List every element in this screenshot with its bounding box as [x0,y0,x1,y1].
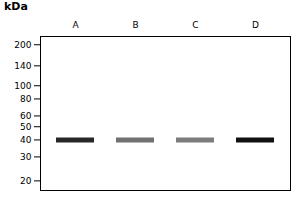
svg-text:C: C [192,20,198,30]
svg-text:B: B [132,20,138,30]
svg-text:50: 50 [20,122,32,132]
svg-text:200: 200 [14,40,31,50]
svg-text:100: 100 [14,81,31,91]
svg-text:140: 140 [14,61,31,71]
svg-text:D: D [252,20,259,30]
svg-text:60: 60 [20,111,32,121]
svg-text:40: 40 [20,135,32,145]
svg-text:A: A [72,20,79,30]
html-text:kDa: kDa [4,0,28,13]
svg-text:30: 30 [20,152,32,162]
svg-text:20: 20 [20,176,32,186]
svg-text:80: 80 [20,94,32,104]
